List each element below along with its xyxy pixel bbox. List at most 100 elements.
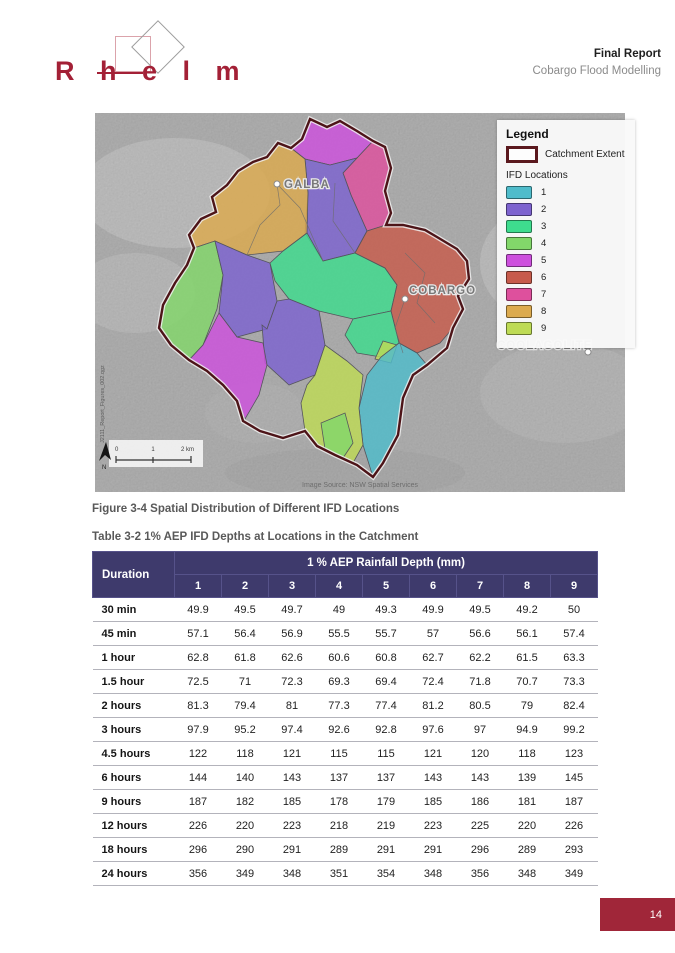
depth-cell: 72.3 bbox=[268, 669, 316, 694]
depth-cell: 55.5 bbox=[315, 621, 363, 646]
ifd-locations-label: IFD Locations bbox=[506, 170, 568, 181]
depth-cell: 143 bbox=[409, 765, 457, 790]
location-header-6: 6 bbox=[409, 574, 457, 598]
depth-cell: 73.3 bbox=[550, 669, 598, 694]
depth-cell: 348 bbox=[503, 861, 551, 886]
depth-cell: 62.6 bbox=[268, 645, 316, 670]
depth-cell: 296 bbox=[174, 837, 222, 862]
depth-cell: 97.4 bbox=[268, 717, 316, 742]
depth-cell: 49 bbox=[315, 597, 363, 622]
table-row: 45 min 57.1 56.4 56.9 55.5 55.7 57 56.6 56.1 57.4 bbox=[92, 621, 598, 646]
depth-cell: 72.4 bbox=[409, 669, 457, 694]
depth-cell: 49.3 bbox=[362, 597, 410, 622]
depth-cell: 57.4 bbox=[550, 621, 598, 646]
depth-cell: 56.1 bbox=[503, 621, 551, 646]
depth-cell: 291 bbox=[409, 837, 457, 862]
table-row: 1.5 hour 72.5 71 72.3 69.3 69.4 72.4 71.8 70.7 73… bbox=[92, 669, 598, 694]
town-label-galba: GALBA bbox=[284, 179, 330, 191]
table-row: 12 hours 226 220 223 218 219 223 225 220 226 bbox=[92, 813, 598, 838]
table-body: 30 min 49.9 49.5 49.7 49 49.3 49.9 49.5 49.2 50 45… bbox=[92, 597, 598, 886]
depth-cell: 143 bbox=[456, 765, 504, 790]
legend-item-2: 2 bbox=[506, 203, 626, 216]
figure-caption: Figure 3-4 Spatial Distribution of Diffe… bbox=[92, 503, 400, 515]
depth-cell: 291 bbox=[362, 837, 410, 862]
legend-swatch-2 bbox=[506, 203, 532, 216]
legend-number: 6 bbox=[541, 272, 547, 283]
depth-cell: 349 bbox=[550, 861, 598, 886]
catchment-map: GALBA COBARGO COOLAGOLITE 0 1 2 km bbox=[95, 113, 635, 492]
legend-swatch-6 bbox=[506, 271, 532, 284]
depth-cell: 187 bbox=[174, 789, 222, 814]
depth-cell: 220 bbox=[221, 813, 269, 838]
depth-cell: 82.4 bbox=[550, 693, 598, 718]
depth-cell: 186 bbox=[456, 789, 504, 814]
depth-cell: 351 bbox=[315, 861, 363, 886]
town-dots bbox=[273, 180, 592, 356]
legend-number: 5 bbox=[541, 255, 547, 266]
legend-swatch-1 bbox=[506, 186, 532, 199]
depth-cell: 94.9 bbox=[503, 717, 551, 742]
depth-cell: 143 bbox=[268, 765, 316, 790]
depth-cell: 289 bbox=[315, 837, 363, 862]
depth-cell: 55.7 bbox=[362, 621, 410, 646]
legend-swatch-8 bbox=[506, 305, 532, 318]
depth-cell: 81.3 bbox=[174, 693, 222, 718]
depth-cell: 49.5 bbox=[456, 597, 504, 622]
svg-text:2 km: 2 km bbox=[181, 447, 194, 453]
table-row: 18 hours 296 290 291 289 291 291 296 289 293 bbox=[92, 837, 598, 862]
legend-swatch-3 bbox=[506, 220, 532, 233]
duration-cell: 9 hours bbox=[92, 789, 175, 814]
location-header-4: 4 bbox=[315, 574, 363, 598]
duration-cell: 12 hours bbox=[92, 813, 175, 838]
depth-cell: 296 bbox=[456, 837, 504, 862]
logo-crossbar bbox=[97, 72, 143, 74]
depth-cell: 225 bbox=[456, 813, 504, 838]
depth-cell: 144 bbox=[174, 765, 222, 790]
duration-header: Duration bbox=[92, 551, 175, 598]
depth-cell: 291 bbox=[268, 837, 316, 862]
depth-cell: 220 bbox=[503, 813, 551, 838]
table-row: 30 min 49.9 49.5 49.7 49 49.3 49.9 49.5 49.2 50 bbox=[92, 597, 598, 622]
depth-cell: 49.5 bbox=[221, 597, 269, 622]
table-row: 4.5 hours 122 118 121 115 115 121 120 118 123 bbox=[92, 741, 598, 766]
depth-cell: 57.1 bbox=[174, 621, 222, 646]
depth-cell: 223 bbox=[268, 813, 316, 838]
duration-cell: 6 hours bbox=[92, 765, 175, 790]
depth-cell: 118 bbox=[503, 741, 551, 766]
depth-cell: 49.7 bbox=[268, 597, 316, 622]
depth-cell: 69.3 bbox=[315, 669, 363, 694]
report-title: Cobargo Flood Modelling bbox=[532, 64, 662, 77]
depth-cell: 356 bbox=[456, 861, 504, 886]
north-arrow-icon: N bbox=[99, 442, 111, 471]
depth-cell: 219 bbox=[362, 813, 410, 838]
depth-cell: 97.6 bbox=[409, 717, 457, 742]
legend-item-7: 7 bbox=[506, 288, 626, 301]
catchment-extent-label: Catchment Extent bbox=[545, 149, 625, 160]
depth-cell: 185 bbox=[268, 789, 316, 814]
depth-cell: 218 bbox=[315, 813, 363, 838]
depth-cell: 81.2 bbox=[409, 693, 457, 718]
legend-items: 1 2 3 4 5 6 7 8 9 bbox=[506, 186, 626, 335]
location-header-9: 9 bbox=[550, 574, 598, 598]
legend-number: 7 bbox=[541, 289, 547, 300]
depth-cell: 349 bbox=[221, 861, 269, 886]
depth-cell: 62.8 bbox=[174, 645, 222, 670]
depth-cell: 289 bbox=[503, 837, 551, 862]
legend-item-9: 9 bbox=[506, 322, 626, 335]
legend-number: 3 bbox=[541, 221, 547, 232]
catchment-extent-swatch bbox=[506, 146, 538, 163]
galba-dot bbox=[273, 180, 281, 188]
cobargo-dot bbox=[401, 295, 409, 303]
depth-cell: 187 bbox=[550, 789, 598, 814]
depth-cell: 348 bbox=[409, 861, 457, 886]
depth-cell: 56.4 bbox=[221, 621, 269, 646]
logo-text: R h e l m bbox=[55, 56, 249, 86]
duration-cell: 1.5 hour bbox=[92, 669, 175, 694]
svg-text:1: 1 bbox=[151, 447, 155, 453]
legend-number: 8 bbox=[541, 306, 547, 317]
depth-cell: 121 bbox=[268, 741, 316, 766]
depth-cell: 71 bbox=[221, 669, 269, 694]
header-right: Final Report Cobargo Flood Modelling bbox=[533, 46, 662, 79]
duration-cell: 30 min bbox=[92, 597, 175, 622]
logo-square-icon bbox=[115, 36, 151, 72]
